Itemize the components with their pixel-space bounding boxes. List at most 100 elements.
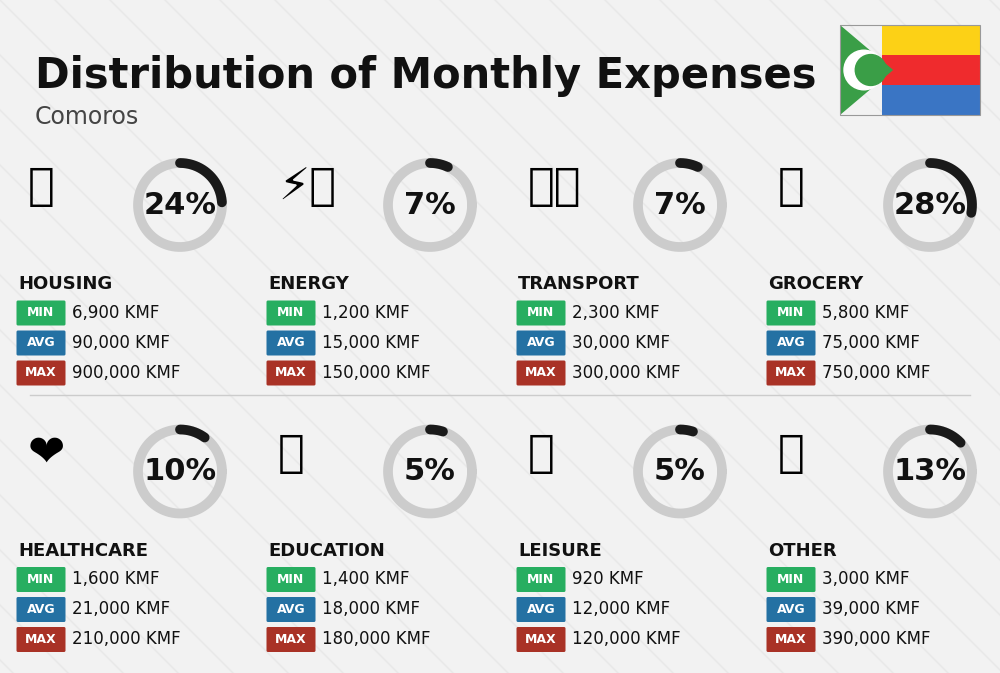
- Text: TRANSPORT: TRANSPORT: [518, 275, 640, 293]
- Text: MAX: MAX: [25, 367, 57, 380]
- Text: LEISURE: LEISURE: [518, 542, 602, 559]
- Circle shape: [844, 50, 884, 90]
- FancyBboxPatch shape: [767, 301, 816, 326]
- FancyBboxPatch shape: [767, 330, 816, 355]
- FancyBboxPatch shape: [767, 627, 816, 652]
- FancyBboxPatch shape: [882, 25, 980, 55]
- FancyBboxPatch shape: [882, 55, 980, 85]
- FancyBboxPatch shape: [516, 567, 566, 592]
- Text: MAX: MAX: [275, 367, 307, 380]
- Text: 390,000 KMF: 390,000 KMF: [822, 631, 930, 649]
- Text: 6,900 KMF: 6,900 KMF: [72, 304, 159, 322]
- Circle shape: [855, 55, 886, 85]
- Text: MIN: MIN: [527, 306, 555, 320]
- FancyBboxPatch shape: [16, 361, 66, 386]
- Text: AVG: AVG: [27, 336, 55, 349]
- Text: 120,000 KMF: 120,000 KMF: [572, 631, 681, 649]
- Text: 15,000 KMF: 15,000 KMF: [322, 334, 420, 352]
- Text: 300,000 KMF: 300,000 KMF: [572, 364, 680, 382]
- FancyBboxPatch shape: [266, 330, 316, 355]
- Text: 5%: 5%: [654, 457, 706, 486]
- FancyBboxPatch shape: [16, 627, 66, 652]
- Text: 1,200 KMF: 1,200 KMF: [322, 304, 410, 322]
- FancyBboxPatch shape: [266, 301, 316, 326]
- FancyBboxPatch shape: [767, 597, 816, 622]
- Text: MAX: MAX: [525, 367, 557, 380]
- Text: ❤️: ❤️: [28, 431, 65, 474]
- Text: 21,000 KMF: 21,000 KMF: [72, 600, 170, 618]
- Text: MIN: MIN: [777, 306, 805, 320]
- FancyBboxPatch shape: [16, 597, 66, 622]
- Text: ENERGY: ENERGY: [268, 275, 349, 293]
- FancyBboxPatch shape: [516, 361, 566, 386]
- Text: 28%: 28%: [894, 190, 966, 219]
- Text: MAX: MAX: [775, 633, 807, 646]
- Text: 90,000 KMF: 90,000 KMF: [72, 334, 170, 352]
- FancyBboxPatch shape: [266, 597, 316, 622]
- FancyBboxPatch shape: [16, 330, 66, 355]
- Text: MIN: MIN: [27, 306, 55, 320]
- FancyBboxPatch shape: [882, 85, 980, 115]
- Text: 10%: 10%: [143, 457, 217, 486]
- Text: MAX: MAX: [275, 633, 307, 646]
- FancyBboxPatch shape: [16, 301, 66, 326]
- Text: OTHER: OTHER: [768, 542, 837, 559]
- Text: EDUCATION: EDUCATION: [268, 542, 385, 559]
- Text: MIN: MIN: [777, 573, 805, 586]
- FancyBboxPatch shape: [266, 361, 316, 386]
- Text: AVG: AVG: [27, 603, 55, 616]
- Text: MIN: MIN: [277, 306, 305, 320]
- Text: Comoros: Comoros: [35, 105, 139, 129]
- FancyBboxPatch shape: [767, 361, 816, 386]
- Text: 🛍️: 🛍️: [528, 431, 555, 474]
- Text: 920 KMF: 920 KMF: [572, 571, 644, 588]
- FancyBboxPatch shape: [266, 567, 316, 592]
- Text: MIN: MIN: [277, 573, 305, 586]
- Text: AVG: AVG: [277, 603, 305, 616]
- Text: MAX: MAX: [775, 367, 807, 380]
- Text: 5,800 KMF: 5,800 KMF: [822, 304, 909, 322]
- Text: GROCERY: GROCERY: [768, 275, 863, 293]
- FancyBboxPatch shape: [516, 597, 566, 622]
- Text: 🚌🚗: 🚌🚗: [528, 165, 582, 208]
- FancyBboxPatch shape: [516, 330, 566, 355]
- Text: HOUSING: HOUSING: [18, 275, 112, 293]
- Text: 75,000 KMF: 75,000 KMF: [822, 334, 920, 352]
- Text: 🛒: 🛒: [778, 165, 805, 208]
- Text: 900,000 KMF: 900,000 KMF: [72, 364, 180, 382]
- Text: 13%: 13%: [894, 457, 966, 486]
- Text: MIN: MIN: [527, 573, 555, 586]
- Text: 7%: 7%: [654, 190, 706, 219]
- Text: 24%: 24%: [144, 190, 216, 219]
- Text: ⚡🏠: ⚡🏠: [278, 165, 336, 208]
- Text: 🏢: 🏢: [28, 165, 55, 208]
- Polygon shape: [840, 25, 893, 115]
- FancyBboxPatch shape: [767, 567, 816, 592]
- Text: 1,400 KMF: 1,400 KMF: [322, 571, 410, 588]
- Text: 30,000 KMF: 30,000 KMF: [572, 334, 670, 352]
- FancyBboxPatch shape: [516, 627, 566, 652]
- Text: AVG: AVG: [777, 336, 805, 349]
- Text: 39,000 KMF: 39,000 KMF: [822, 600, 920, 618]
- Text: HEALTHCARE: HEALTHCARE: [18, 542, 148, 559]
- Text: MAX: MAX: [25, 633, 57, 646]
- Text: AVG: AVG: [527, 336, 555, 349]
- Text: 180,000 KMF: 180,000 KMF: [322, 631, 430, 649]
- FancyBboxPatch shape: [516, 301, 566, 326]
- Text: 210,000 KMF: 210,000 KMF: [72, 631, 181, 649]
- Text: AVG: AVG: [527, 603, 555, 616]
- Text: 🎓: 🎓: [278, 431, 305, 474]
- Text: 3,000 KMF: 3,000 KMF: [822, 571, 910, 588]
- Text: MAX: MAX: [525, 633, 557, 646]
- Text: 18,000 KMF: 18,000 KMF: [322, 600, 420, 618]
- Text: AVG: AVG: [277, 336, 305, 349]
- Text: 150,000 KMF: 150,000 KMF: [322, 364, 430, 382]
- Text: 1,600 KMF: 1,600 KMF: [72, 571, 160, 588]
- Text: Distribution of Monthly Expenses: Distribution of Monthly Expenses: [35, 55, 816, 97]
- Text: AVG: AVG: [777, 603, 805, 616]
- FancyBboxPatch shape: [266, 627, 316, 652]
- Text: 7%: 7%: [404, 190, 456, 219]
- Text: 2,300 KMF: 2,300 KMF: [572, 304, 660, 322]
- FancyBboxPatch shape: [16, 567, 66, 592]
- Text: 750,000 KMF: 750,000 KMF: [822, 364, 930, 382]
